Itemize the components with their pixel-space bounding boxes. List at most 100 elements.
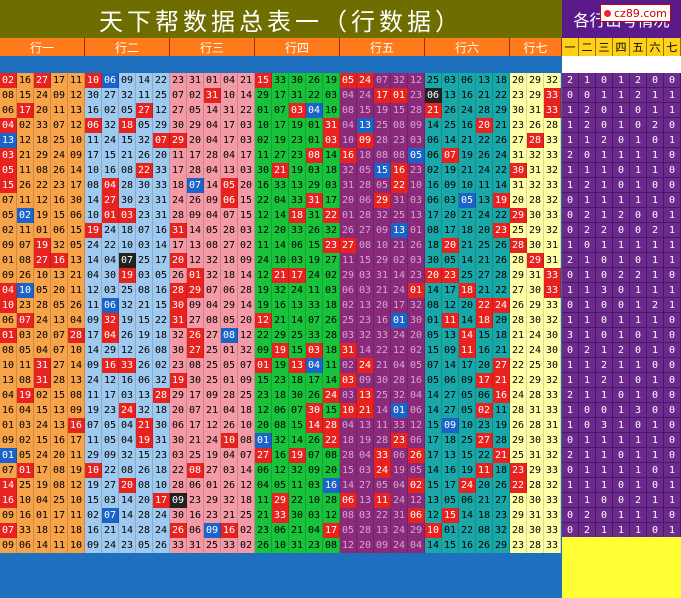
side-count-cell: 1 <box>630 193 647 208</box>
number-cell: 13 <box>442 328 459 343</box>
number-cell: 19 <box>85 403 102 418</box>
hit-number-cell: 07 <box>17 313 34 328</box>
side-count-cell: 0 <box>664 118 681 133</box>
number-cell: 16 <box>187 508 204 523</box>
number-cell: 10 <box>459 418 476 433</box>
number-cell: 33 <box>544 403 561 418</box>
hit-number-cell: 07 <box>0 523 17 538</box>
number-cell: 05 <box>136 538 153 553</box>
side-count-cell: 1 <box>579 328 596 343</box>
number-cell: 25 <box>391 208 408 223</box>
number-cell: 12 <box>68 118 85 133</box>
side-count-cell: 0 <box>596 118 613 133</box>
number-cell: 06 <box>476 388 493 403</box>
number-cell: 17 <box>306 373 323 388</box>
number-cell: 23 <box>119 538 136 553</box>
number-cell: 29 <box>408 523 425 538</box>
number-cell: 16 <box>0 403 17 418</box>
number-cell: 16 <box>459 88 476 103</box>
number-cell: 33 <box>306 298 323 313</box>
number-cell: 28 <box>340 448 357 463</box>
side-count-cell: 2 <box>579 223 596 238</box>
site-logo[interactable]: cz89.com <box>600 4 671 22</box>
hit-number-cell: 23 <box>323 238 340 253</box>
side-count-cell: 0 <box>596 403 613 418</box>
number-cell: 26 <box>187 193 204 208</box>
hit-number-cell: 06 <box>102 298 119 313</box>
side-count-cell: 1 <box>596 448 613 463</box>
number-cell: 09 <box>357 373 374 388</box>
number-cell: 28 <box>51 373 68 388</box>
number-cell: 05 <box>425 328 442 343</box>
number-cell: 02 <box>238 538 255 553</box>
number-cell: 16 <box>51 433 68 448</box>
number-cell: 21 <box>221 508 238 523</box>
side-count-cell: 2 <box>562 73 579 88</box>
number-cell: 20 <box>459 298 476 313</box>
side-count-cell: 0 <box>630 328 647 343</box>
hit-number-cell: 01 <box>391 313 408 328</box>
number-cell: 12 <box>340 538 357 553</box>
side-count-cell: 1 <box>579 388 596 403</box>
side-count-cell: 1 <box>579 358 596 373</box>
number-cell: 19 <box>136 328 153 343</box>
hit-number-cell: 27 <box>102 193 119 208</box>
number-cell: 06 <box>136 373 153 388</box>
number-cell: 14 <box>323 373 340 388</box>
number-cell: 25 <box>340 313 357 328</box>
side-count-cell: 0 <box>596 253 613 268</box>
number-cell: 08 <box>51 478 68 493</box>
hit-number-cell: 19 <box>85 223 102 238</box>
number-cell: 25 <box>204 343 221 358</box>
number-cell: 24 <box>459 103 476 118</box>
number-cell: 31 <box>289 538 306 553</box>
number-cell: 02 <box>187 88 204 103</box>
hit-number-cell: 03 <box>340 373 357 388</box>
number-cell: 02 <box>323 268 340 283</box>
number-cell: 08 <box>119 163 136 178</box>
number-cell: 04 <box>34 343 51 358</box>
hit-number-cell: 29 <box>374 193 391 208</box>
number-cell: 04 <box>221 448 238 463</box>
number-cell: 02 <box>340 358 357 373</box>
number-cell: 32 <box>544 448 561 463</box>
side-count-cell: 1 <box>596 193 613 208</box>
number-cell: 14 <box>340 478 357 493</box>
number-cell: 05 <box>102 418 119 433</box>
number-cell: 20 <box>34 328 51 343</box>
number-cell: 27 <box>51 358 68 373</box>
side-count-cell: 0 <box>562 433 579 448</box>
number-cell: 19 <box>272 358 289 373</box>
number-cell: 08 <box>17 253 34 268</box>
number-cell: 14 <box>136 73 153 88</box>
number-cell: 31 <box>527 103 544 118</box>
hit-number-cell: 24 <box>119 403 136 418</box>
hit-number-cell: 04 <box>306 358 323 373</box>
hit-number-cell: 05 <box>221 178 238 193</box>
hit-number-cell: 13 <box>289 358 306 373</box>
hit-number-cell: 16 <box>323 478 340 493</box>
number-cell: 03 <box>238 118 255 133</box>
number-cell: 01 <box>408 223 425 238</box>
number-cell: 10 <box>85 163 102 178</box>
number-cell: 03 <box>306 478 323 493</box>
number-cell: 01 <box>425 313 442 328</box>
number-cell: 13 <box>51 418 68 433</box>
hit-number-cell: 07 <box>153 133 170 148</box>
number-cell: 06 <box>187 523 204 538</box>
number-cell: 16 <box>153 283 170 298</box>
number-cell: 03 <box>102 283 119 298</box>
number-cell: 25 <box>442 118 459 133</box>
number-cell: 24 <box>170 193 187 208</box>
number-cell: 09 <box>0 268 17 283</box>
number-cell: 32 <box>527 178 544 193</box>
number-cell: 02 <box>340 298 357 313</box>
number-cell: 13 <box>442 448 459 463</box>
side-count-cell: 0 <box>596 493 613 508</box>
number-cell: 10 <box>0 358 17 373</box>
number-cell: 04 <box>221 403 238 418</box>
number-cell: 19 <box>391 463 408 478</box>
hit-number-cell: 27 <box>493 358 510 373</box>
number-cell: 13 <box>289 298 306 313</box>
number-cell: 05 <box>374 478 391 493</box>
